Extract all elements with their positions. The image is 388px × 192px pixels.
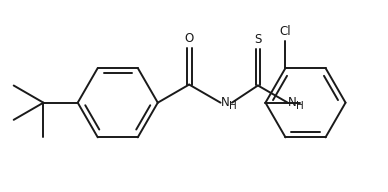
Text: H: H [296, 102, 303, 112]
Text: H: H [229, 102, 236, 112]
Text: N: N [221, 96, 230, 109]
Text: O: O [185, 32, 194, 46]
Text: Cl: Cl [280, 26, 291, 38]
Text: S: S [254, 33, 262, 46]
Text: N: N [288, 96, 297, 109]
